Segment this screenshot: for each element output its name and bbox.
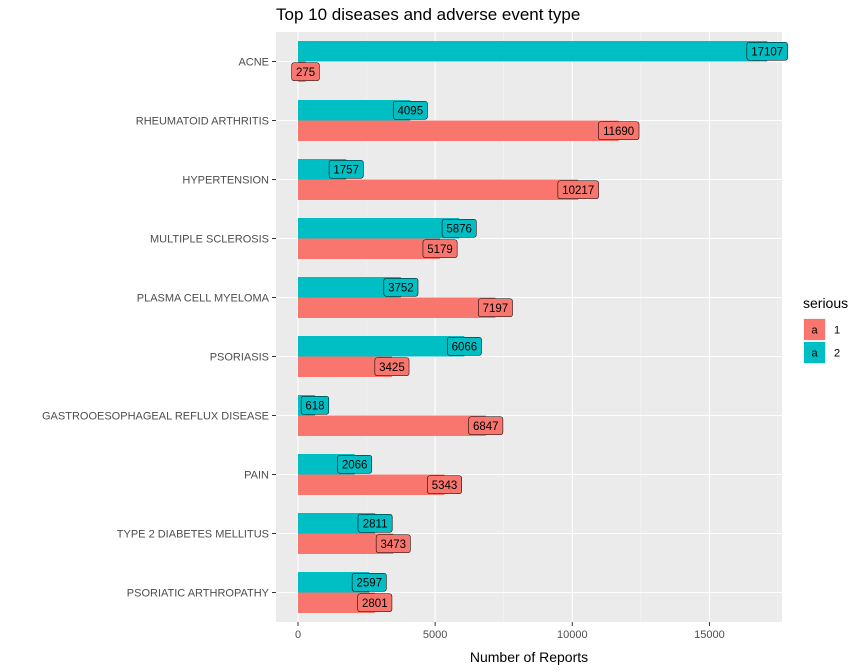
data-label: 2597 (356, 577, 382, 589)
bar (298, 218, 460, 239)
bar (298, 356, 392, 377)
bar (298, 100, 411, 121)
legend-title: serious (803, 295, 848, 311)
data-label-box (422, 239, 458, 259)
data-label-box (337, 454, 373, 474)
data-label-box (392, 100, 428, 120)
bar (298, 592, 375, 613)
y-tick-label: GASTROOESOPHAGEAL REFLUX DISEASE (42, 411, 269, 423)
x-axis-title: Number of Reports (470, 649, 588, 665)
data-label: 6066 (452, 341, 478, 353)
bar (298, 277, 401, 298)
data-label: 275 (296, 67, 315, 79)
x-tick-label: 0 (295, 629, 301, 641)
bar (298, 572, 370, 593)
bar (298, 41, 768, 62)
y-tick-label: ACNE (238, 57, 269, 69)
data-label: 6847 (473, 421, 499, 433)
y-tick-label: PSORIASIS (210, 352, 269, 364)
data-label-box (375, 534, 411, 554)
data-label: 17107 (751, 46, 783, 58)
y-axis: ACNE RHEUMATOID ARTHRITIS HYPERTENSION MULT… (42, 57, 276, 600)
chart-title: Top 10 diseases and adverse event type (276, 5, 580, 24)
data-label: 7197 (483, 303, 509, 315)
data-label: 5179 (427, 244, 453, 256)
data-label-box (357, 593, 393, 613)
data-label: 2811 (363, 518, 388, 530)
data-label: 3473 (380, 539, 406, 551)
data-labels: 17107 275 4095 11690 1757 10217 5876 5179 3752 71… (291, 41, 788, 613)
bar (298, 415, 486, 436)
data-label: 5343 (432, 480, 458, 492)
data-label-box (427, 475, 462, 495)
x-axis: 0 5000 10000 15000 (295, 622, 725, 641)
data-label: 3425 (379, 362, 405, 374)
legend-swatch (804, 342, 825, 363)
data-label-box (374, 357, 410, 377)
legend-key-glyph: a (811, 348, 818, 360)
bar (298, 474, 445, 495)
data-label-box (357, 513, 393, 533)
y-tick-label: PAIN (244, 470, 269, 482)
y-tick-label: TYPE 2 DIABETES MELLITUS (117, 529, 269, 541)
data-label: 618 (305, 400, 324, 412)
y-tick-label: PLASMA CELL MYELOMA (137, 293, 270, 305)
data-label-box (328, 159, 364, 179)
y-tick-label: RHEUMATOID ARTHRITIS (136, 116, 269, 128)
data-label-box (383, 277, 419, 297)
data-label-box (746, 41, 788, 61)
y-tick-label: HYPERTENSION (182, 175, 269, 187)
data-label-box (468, 416, 504, 436)
x-tick-label: 5000 (423, 629, 447, 641)
legend: serious a 1 a 2 (803, 295, 848, 364)
x-tick-label: 10000 (557, 629, 588, 641)
bar (298, 336, 465, 357)
data-label-box (351, 572, 387, 592)
data-label: 1757 (333, 164, 359, 176)
bar (298, 297, 496, 318)
data-label: 11690 (603, 126, 634, 138)
bar (298, 533, 394, 554)
x-tick-label: 15000 (694, 629, 725, 641)
data-label: 5876 (446, 223, 472, 235)
data-label: 10217 (562, 185, 594, 197)
data-label: 2801 (362, 598, 388, 610)
legend-key-glyph: a (811, 325, 818, 337)
data-label: 4095 (398, 105, 424, 117)
bar (298, 179, 579, 200)
data-label-box (447, 336, 482, 356)
bar (298, 513, 376, 534)
legend-swatch (804, 319, 825, 340)
bar (298, 120, 619, 141)
legend-label: 2 (834, 348, 840, 360)
data-label: 3752 (388, 282, 414, 294)
data-label-box (478, 298, 513, 318)
y-tick-label: MULTIPLE SCLEROSIS (150, 234, 269, 246)
y-tick-label: PSORIATIC ARTHROPATHY (127, 588, 270, 600)
data-label: 2066 (342, 459, 368, 471)
data-label-box (441, 218, 477, 238)
legend-label: 1 (834, 325, 840, 337)
data-label-box (557, 180, 599, 200)
data-label-box (597, 121, 640, 141)
data-label-box (291, 62, 320, 82)
data-label-box (300, 395, 330, 415)
bar (298, 238, 441, 259)
